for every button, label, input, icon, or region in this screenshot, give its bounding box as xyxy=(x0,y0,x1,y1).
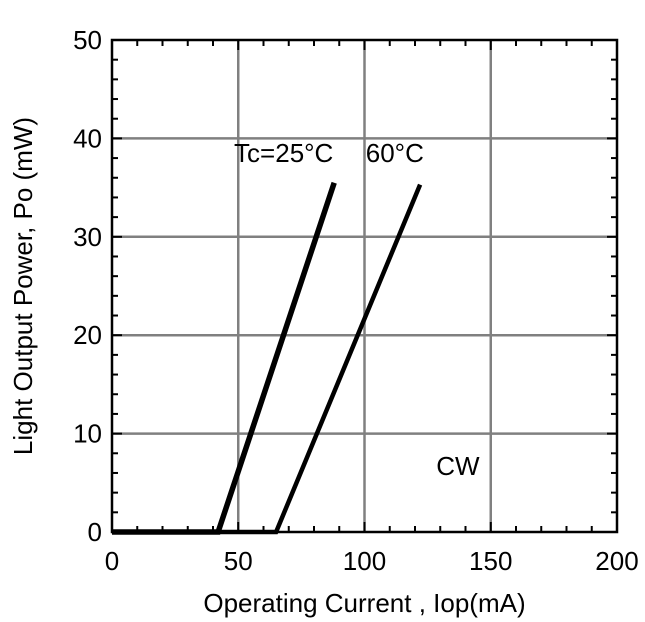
y-tick-label: 20 xyxy=(73,320,102,350)
x-tick-label: 50 xyxy=(224,546,253,576)
x-tick-label: 100 xyxy=(343,546,386,576)
axis-ticks xyxy=(111,39,618,533)
y-tick-label: 50 xyxy=(73,25,102,55)
y-tick-label: 40 xyxy=(73,123,102,153)
annotation-label: Tc=25°C xyxy=(234,138,333,168)
annotation-label: 60°C xyxy=(366,138,424,168)
x-axis-title: Operating Current , Iop(mA) xyxy=(203,588,525,618)
tick-labels: 0 50 100 150 200 0 10 20 30 40 50 xyxy=(73,25,639,576)
annotations: Tc=25°C 60°C CW xyxy=(234,138,480,481)
x-tick-label: 0 xyxy=(105,546,119,576)
y-tick-label: 30 xyxy=(73,222,102,252)
series-line xyxy=(112,181,337,535)
x-tick-label: 150 xyxy=(469,546,512,576)
series-lines xyxy=(112,181,423,535)
y-tick-label: 10 xyxy=(73,419,102,449)
x-tick-label: 200 xyxy=(595,546,638,576)
y-axis-title: Light Output Power, Po (mW) xyxy=(8,117,38,455)
y-tick-label: 0 xyxy=(88,517,102,547)
grid-lines xyxy=(112,40,617,532)
annotation-label: CW xyxy=(436,451,480,481)
